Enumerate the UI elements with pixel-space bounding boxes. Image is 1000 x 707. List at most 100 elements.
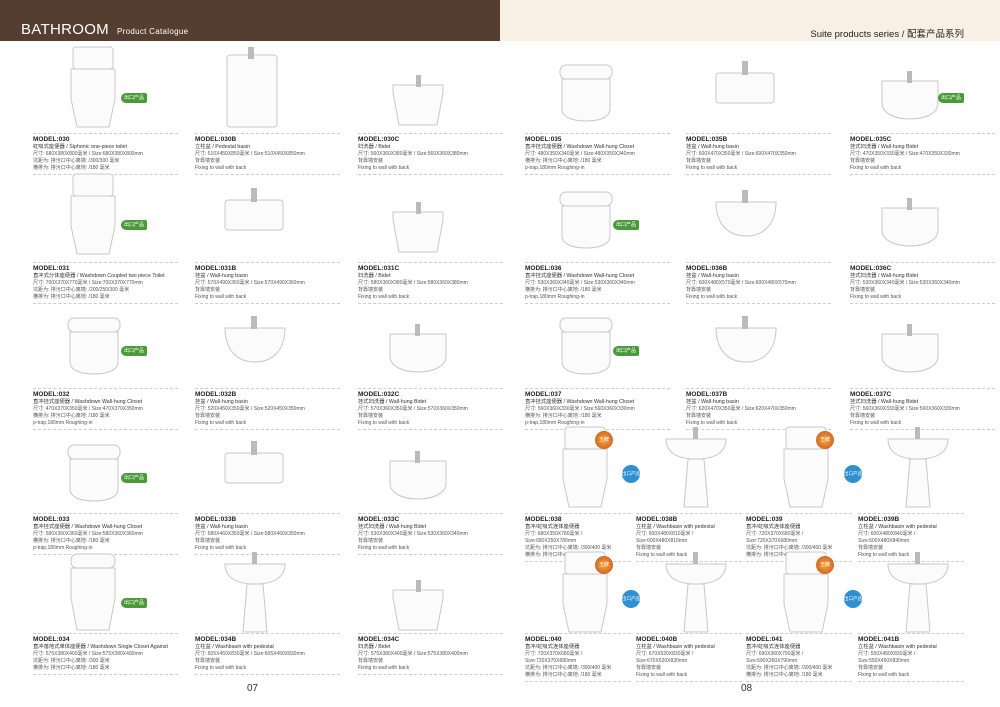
product-spec-line: p-trap,180mm Roughing-in xyxy=(525,420,585,426)
product-spec-line: Fixing to wall with back xyxy=(358,294,410,300)
product-spec-line: 背靠墙安装 xyxy=(686,413,712,419)
product-name: 虹吸式座便器 / Siphonic one-piece toilet xyxy=(33,144,127,150)
product-name: 挂式妇洗器 / Wall-hung Bidet xyxy=(850,399,919,405)
product-image xyxy=(368,298,468,389)
product-spec-line: 背靠墙安装 xyxy=(850,413,876,419)
export-product-badge: 出口产品 xyxy=(121,220,147,230)
product-name: 直冲式分体座便器 / Washdown Coupled two piece To… xyxy=(33,273,165,279)
product-spec-line: 尺寸: 720X370X680毫米 / Size:720X370X680mm xyxy=(525,651,583,664)
product-name: 挂盆 / Wall-hung basin xyxy=(686,399,739,405)
export-product-badge: 出口产品 xyxy=(121,93,147,103)
product-image xyxy=(205,550,305,641)
product-spec-line: 背靠墙安装 xyxy=(195,158,221,164)
product-name: 妇洗器 / Bidet xyxy=(358,644,391,650)
product-spec-line: 尺寸: 680X380X800毫米 / Size:680X380X800mm xyxy=(33,151,143,157)
export-product-badge: 出口产品 xyxy=(121,598,147,608)
product-spec-line: Fixing to wall with back xyxy=(636,672,688,678)
product-caption: MODEL:035B 挂盆 / Wall-hung basin 尺寸: 600X… xyxy=(686,133,831,175)
header-left-band: BATHROOM Product Catalogue xyxy=(0,0,500,41)
product-spec-line: Fixing to wall with back xyxy=(850,420,902,426)
product-spec-line: 尺寸: 560X360X380毫米 / Size:560X360X380mm xyxy=(358,151,468,157)
product-name: 立柱盆 / Washbasin with pedestal xyxy=(636,644,715,650)
product-spec-line: 尺寸: 620X470X350毫米 / Size:620X470X350mm xyxy=(686,406,796,412)
model-number: MODEL:036C xyxy=(850,265,892,272)
product-spec-line: 坑距为: 排污口中心离墙: /300/400 毫米 xyxy=(525,665,612,671)
product-name: 直冲挂式座便器 / Washdown Wall-hung Closet xyxy=(33,399,143,405)
model-number: MODEL:033 xyxy=(33,516,70,523)
product-spec-line: 尺寸: 575X380X400毫米 / Size:575X380X400mm xyxy=(358,651,468,657)
product-spec-line: 尺寸: 510X450X850毫米 / Size:510X450X850mm xyxy=(195,151,305,157)
product-caption: MODEL:034B 立柱盆 / Washbasin with pedestal… xyxy=(195,633,340,675)
product-name: 立柱盆 / Washbasin with pedestal xyxy=(195,644,274,650)
model-number: MODEL:039B xyxy=(858,516,900,523)
product-image xyxy=(205,298,305,389)
product-caption: MODEL:032C 挂式妇洗器 / Wall-hung Bidet 尺寸: 5… xyxy=(358,388,503,430)
product-caption: MODEL:040 直冲/虹吸式连体座便器 尺寸: 720X370X680毫米 … xyxy=(525,633,631,682)
product-spec-line: 横排为: 排污口中心离地: /180 毫米 xyxy=(525,158,602,164)
model-number: MODEL:041 xyxy=(746,636,783,643)
product-name: 直冲/虹吸式连体座便器 xyxy=(746,644,801,650)
model-number: MODEL:040B xyxy=(636,636,678,643)
product-spec-line: 横排为: 排污口中心离地: /180 毫米 xyxy=(33,538,110,544)
product-spec-line: 横排为: 排污口中心离地: /180 毫米 xyxy=(33,165,110,171)
product-spec-line: 横排为: 排污口中心离地: /180 毫米 xyxy=(746,672,823,678)
product-image xyxy=(368,45,468,136)
model-number: MODEL:035C xyxy=(850,136,892,143)
product-spec-line: 背靠墙安装 xyxy=(858,545,884,551)
product-spec-line: Fixing to wall with back xyxy=(195,294,247,300)
product-spec-line: Fixing to wall with back xyxy=(195,545,247,551)
model-number: MODEL:036B xyxy=(686,265,728,272)
export-product-badge: 出口产品 xyxy=(938,93,964,103)
product-spec-line: 横排为: 排污口中心离地: /180 毫米 xyxy=(525,287,602,293)
product-spec-line: 横排为: 排污口中心离地: /180 毫米 xyxy=(33,294,110,300)
product-spec-line: 尺寸: 530X360X340毫米 / Size:530X360X340mm xyxy=(850,280,960,286)
product-caption: MODEL:036C 挂式妇洗器 / Wall-hung Bidet 尺寸: 5… xyxy=(850,262,995,304)
model-number: MODEL:031C xyxy=(358,265,400,272)
product-spec-line: 尺寸: 680X350X780毫米 / Size:680X350X780mm xyxy=(525,531,583,544)
product-name: 立柱盆 / Washbasin with pedestal xyxy=(858,644,937,650)
product-spec-line: 尺寸: 580X360X360毫米 / Size:580X360X360mm xyxy=(33,531,143,537)
product-spec-line: 尺寸: 530X360X340毫米 / Size:530X360X340mm xyxy=(358,531,468,537)
medal-badge-icon: 王牌 xyxy=(816,431,834,449)
product-spec-line: Fixing to wall with back xyxy=(195,420,247,426)
product-image xyxy=(368,550,468,641)
product-spec-line: 背靠墙安装 xyxy=(636,545,662,551)
product-spec-line: Fixing to wall with back xyxy=(850,165,902,171)
product-name: 直冲落地式单体座便器 / Washdown Single Closet Agai… xyxy=(33,644,168,650)
product-spec-line: 尺寸: 690X360X790毫米 / Size:690X360X790mm xyxy=(746,651,804,664)
product-image xyxy=(535,298,635,389)
page-number-right: 08 xyxy=(741,683,753,694)
product-image xyxy=(756,425,856,516)
product-spec-line: 坑距为: 排污口中心离墙: /200/250/300 毫米 xyxy=(33,287,130,293)
product-spec-line: 尺寸: 600X470X350毫米 / Size:600X470X350mm xyxy=(686,151,796,157)
product-caption: MODEL:032B 挂盆 / Wall-hung basin 尺寸: 520X… xyxy=(195,388,340,430)
model-number: MODEL:041B xyxy=(858,636,900,643)
product-spec-line: p-trap,180mm Roughing-in xyxy=(525,294,585,300)
product-spec-line: 尺寸: 670X520X830毫米 / Size:670X520X830mm xyxy=(636,651,694,664)
product-spec-line: 尺寸: 550X450X830毫米 / Size:550X450X830mm xyxy=(858,651,916,664)
product-spec-line: 尺寸: 600X480X570毫米 / Size:600X480X570mm xyxy=(686,280,796,286)
medal-badge-icon: 王牌 xyxy=(595,431,613,449)
product-caption: MODEL:038B 立柱盆 / Washbasin with pedestal… xyxy=(636,513,742,562)
product-spec-line: 背靠墙安装 xyxy=(850,287,876,293)
product-spec-line: 背靠墙安装 xyxy=(358,538,384,544)
product-spec-line: 尺寸: 570X360X350毫米 / Size:570X360X350mm xyxy=(358,406,468,412)
product-name: 直冲挂式座便器 / Washdown Wall-hung Closet xyxy=(525,144,635,150)
product-spec-line: 横排为: 排污口中心离地: /180 毫米 xyxy=(33,413,110,419)
product-spec-line: Fixing to wall with back xyxy=(358,165,410,171)
product-name: 挂式妇洗器 / Wall-hung Bidet xyxy=(850,273,919,279)
model-number: MODEL:033C xyxy=(358,516,400,523)
catalogue-brand: BATHROOM Product Catalogue xyxy=(21,21,188,38)
product-spec-line: Fixing to wall with back xyxy=(358,545,410,551)
product-image xyxy=(368,425,468,516)
product-spec-line: 尺寸: 570X490X360毫米 / Size:570X490X360mm xyxy=(195,280,305,286)
medal-badge-icon: 王牌 xyxy=(816,556,834,574)
product-caption: MODEL:030C 妇洗器 / Bidet 尺寸: 560X360X380毫米… xyxy=(358,133,503,175)
product-image xyxy=(43,172,143,263)
product-spec-line: 背靠墙安装 xyxy=(686,287,712,293)
export-product-badge: 出口产品 xyxy=(121,346,147,356)
product-image xyxy=(43,298,143,389)
product-name: 挂盆 / Wall-hung basin xyxy=(195,399,248,405)
product-name: 直冲挂式座便器 / Washdown Wall-hung Closet xyxy=(525,273,635,279)
product-caption: MODEL:041 直冲/虹吸式连体座便器 尺寸: 690X360X790毫米 … xyxy=(746,633,852,682)
